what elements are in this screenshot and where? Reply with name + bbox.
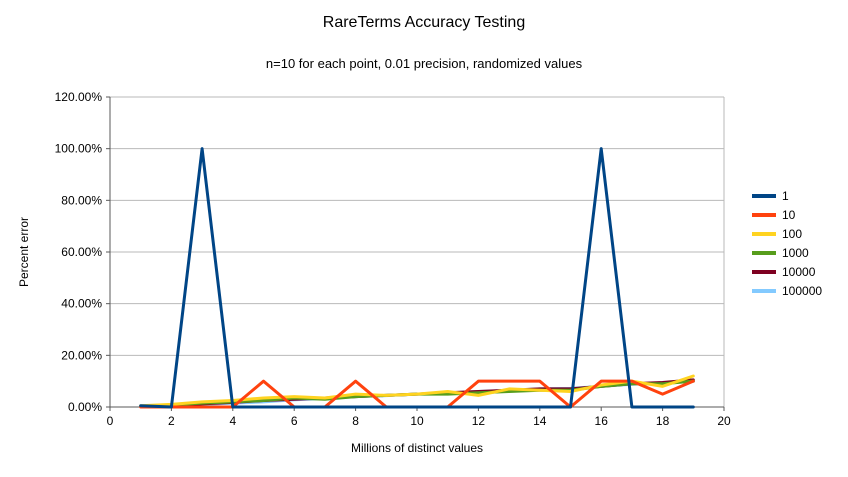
x-tick-label: 2 xyxy=(168,414,175,428)
x-tick-label: 20 xyxy=(717,414,731,428)
y-tick-label: 0.00% xyxy=(68,400,102,414)
y-axis-title: Percent error xyxy=(17,217,31,287)
y-tick-label: 120.00% xyxy=(55,90,103,104)
x-axis-title: Millions of distinct values xyxy=(351,441,483,455)
legend-label-1000: 1000 xyxy=(782,246,809,260)
x-tick-label: 0 xyxy=(107,414,114,428)
legend-label-1: 1 xyxy=(782,189,789,203)
x-tick-label: 8 xyxy=(352,414,359,428)
chart-title: RareTerms Accuracy Testing xyxy=(322,14,526,31)
y-tick-label: 40.00% xyxy=(61,297,102,311)
x-tick-label: 14 xyxy=(533,414,547,428)
chart-subtitle: n=10 for each point, 0.01 precision, ran… xyxy=(265,56,583,71)
x-tick-label: 4 xyxy=(229,414,236,428)
y-tick-label: 20.00% xyxy=(61,348,102,362)
x-tick-label: 16 xyxy=(595,414,609,428)
legend-label-100000: 100000 xyxy=(782,284,822,298)
x-tick-label: 10 xyxy=(410,414,424,428)
legend-label-10: 10 xyxy=(782,208,796,222)
x-tick-label: 12 xyxy=(472,414,486,428)
legend-label-10000: 10000 xyxy=(782,265,816,279)
legend-label-100: 100 xyxy=(782,227,802,241)
y-tick-label: 60.00% xyxy=(61,245,102,259)
y-tick-label: 80.00% xyxy=(61,193,102,207)
y-tick-label: 100.00% xyxy=(55,142,103,156)
x-tick-label: 6 xyxy=(291,414,298,428)
series-line-1 xyxy=(139,147,695,409)
x-tick-label: 18 xyxy=(656,414,670,428)
